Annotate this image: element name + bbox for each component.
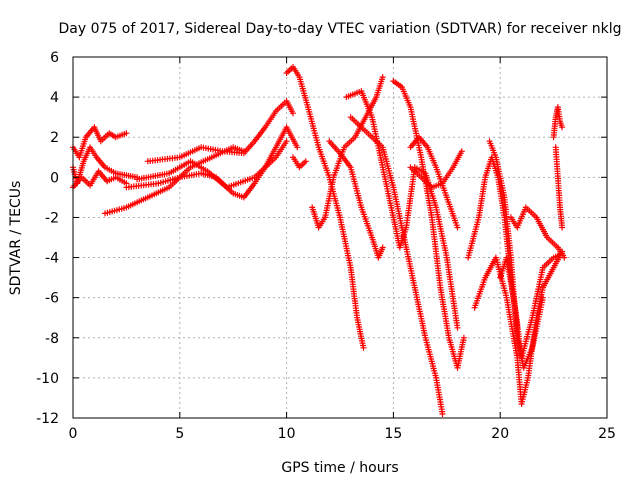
data-points [70, 64, 568, 417]
data-point [123, 130, 130, 137]
y-axis-label: SDTVAR / TECUs [8, 181, 24, 296]
y-tick-label: -8 [45, 331, 59, 347]
y-tick-label: -10 [36, 371, 59, 387]
x-tick-label: 0 [69, 426, 78, 442]
y-tick-label: -12 [36, 411, 59, 427]
data-point [360, 344, 367, 351]
data-point [559, 124, 566, 131]
data-point [439, 411, 446, 417]
y-tick-label: -2 [45, 210, 59, 226]
y-tick-label: -6 [45, 291, 59, 307]
y-tick-label: 2 [50, 130, 59, 146]
data-point [294, 144, 301, 151]
plot-frame [72, 56, 608, 419]
x-tick-label: 15 [384, 426, 402, 442]
data-point [283, 138, 290, 145]
axis-ticks [72, 56, 608, 419]
data-point [454, 324, 461, 331]
x-tick-label: 10 [278, 426, 296, 442]
y-tick-label: 4 [50, 90, 59, 106]
data-point [379, 244, 386, 251]
data-point [454, 224, 461, 231]
data-point [302, 158, 309, 165]
x-axis-label: GPS time / hours [281, 460, 398, 476]
data-point [559, 224, 566, 231]
data-point [539, 294, 546, 301]
data-point [561, 254, 568, 261]
data-point [379, 74, 386, 81]
x-tick-label: 20 [491, 426, 509, 442]
y-tick-label: 0 [50, 170, 59, 186]
x-tick-label: 5 [175, 426, 184, 442]
data-point [458, 148, 465, 155]
y-tick-label: 6 [50, 50, 59, 66]
chart-title: Day 075 of 2017, Sidereal Day-to-day VTE… [59, 21, 622, 37]
y-tick-label: -4 [45, 251, 59, 267]
data-point [460, 334, 467, 341]
x-tick-label: 25 [598, 426, 616, 442]
data-point [290, 110, 296, 117]
